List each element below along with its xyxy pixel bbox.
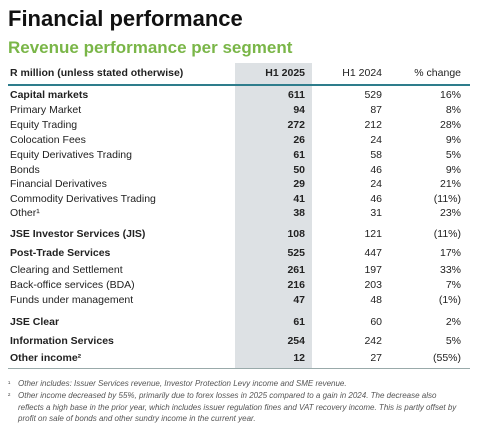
column-header: % change: [414, 67, 461, 79]
cell: 33%: [439, 264, 461, 276]
row-label: Capital markets: [10, 89, 89, 101]
cell: 94: [293, 104, 305, 116]
cell: 7%: [445, 279, 461, 291]
cell: 9%: [445, 164, 461, 176]
cell: 12: [293, 352, 305, 364]
row-label: Equity Trading: [10, 119, 78, 131]
footnote: Other includes: Issuer Services revenue,…: [18, 379, 347, 388]
cell: 108: [287, 228, 305, 240]
row-label: Financial Derivatives: [10, 178, 107, 190]
cell: 50: [293, 164, 305, 176]
cell: 17%: [439, 247, 461, 259]
row-label: Primary Market: [10, 104, 82, 116]
cell: 58: [370, 149, 382, 161]
cell: 38: [293, 207, 305, 219]
cell: 525: [287, 247, 305, 259]
row-label: JSE Clear: [10, 316, 60, 328]
cell: 197: [364, 264, 382, 276]
highlight-column: [235, 63, 312, 368]
cell: 21%: [439, 178, 461, 190]
row-label: Funds under management: [10, 294, 134, 306]
table-rule: [8, 368, 470, 369]
cell: 27: [370, 352, 382, 364]
row-label: Equity Derivatives Trading: [10, 149, 132, 161]
cell: 29: [293, 178, 305, 190]
cell: 203: [364, 279, 382, 291]
cell: 212: [364, 119, 382, 131]
cell: 46: [370, 193, 382, 205]
cell: 26: [293, 134, 305, 146]
footnote-marker: ²: [8, 393, 11, 400]
cell: 254: [287, 335, 305, 347]
cell: 9%: [445, 134, 461, 146]
cell: 8%: [445, 104, 461, 116]
cell: 272: [287, 119, 305, 131]
cell: (11%): [433, 228, 461, 240]
row-label: Colocation Fees: [10, 134, 86, 146]
cell: 24: [370, 178, 382, 190]
row-label: Commodity Derivatives Trading: [10, 193, 156, 205]
cell: 60: [370, 316, 382, 328]
cell: (11%): [433, 193, 461, 205]
cell: 261: [287, 264, 305, 276]
column-header: H1 2024: [342, 67, 382, 79]
row-label: Back-office services (BDA): [10, 279, 135, 291]
cell: 2%: [445, 316, 461, 328]
cell: 121: [364, 228, 382, 240]
column-header: H1 2025: [265, 67, 305, 79]
subtitle: Revenue performance per segment: [8, 38, 293, 57]
cell: 61: [293, 149, 305, 161]
cell: 48: [370, 294, 382, 306]
cell: 28%: [439, 119, 461, 131]
cell: 31: [370, 207, 382, 219]
cell: 242: [364, 335, 382, 347]
cell: 61: [293, 316, 305, 328]
row-label: Other¹: [10, 207, 40, 219]
cell: 447: [364, 247, 382, 259]
cell: 5%: [445, 335, 461, 347]
row-label: Clearing and Settlement: [10, 264, 123, 276]
cell: 611: [288, 89, 305, 101]
cell: 16%: [439, 89, 461, 101]
column-header: R million (unless stated otherwise): [10, 67, 184, 79]
row-label: Other income²: [10, 352, 82, 364]
cell: 216: [287, 279, 305, 291]
row-label: Post-Trade Services: [10, 247, 111, 259]
cell: (1%): [438, 294, 461, 306]
row-label: Information Services: [10, 335, 114, 347]
cell: 529: [364, 89, 382, 101]
cell: 23%: [439, 207, 461, 219]
header-rule: [8, 84, 470, 86]
cell: 46: [370, 164, 382, 176]
footnote-marker: ¹: [8, 381, 11, 388]
row-label: Bonds: [10, 164, 40, 176]
cell: 87: [370, 104, 382, 116]
title: Financial performance: [8, 6, 243, 31]
cell: 47: [293, 294, 305, 306]
cell: 24: [370, 134, 382, 146]
cell: 5%: [445, 149, 461, 161]
footnote: Other income decreased by 55%, primarily…: [18, 391, 457, 423]
cell: (55%): [432, 352, 461, 364]
cell: 41: [293, 193, 305, 205]
row-label: JSE Investor Services (JIS): [10, 228, 146, 240]
